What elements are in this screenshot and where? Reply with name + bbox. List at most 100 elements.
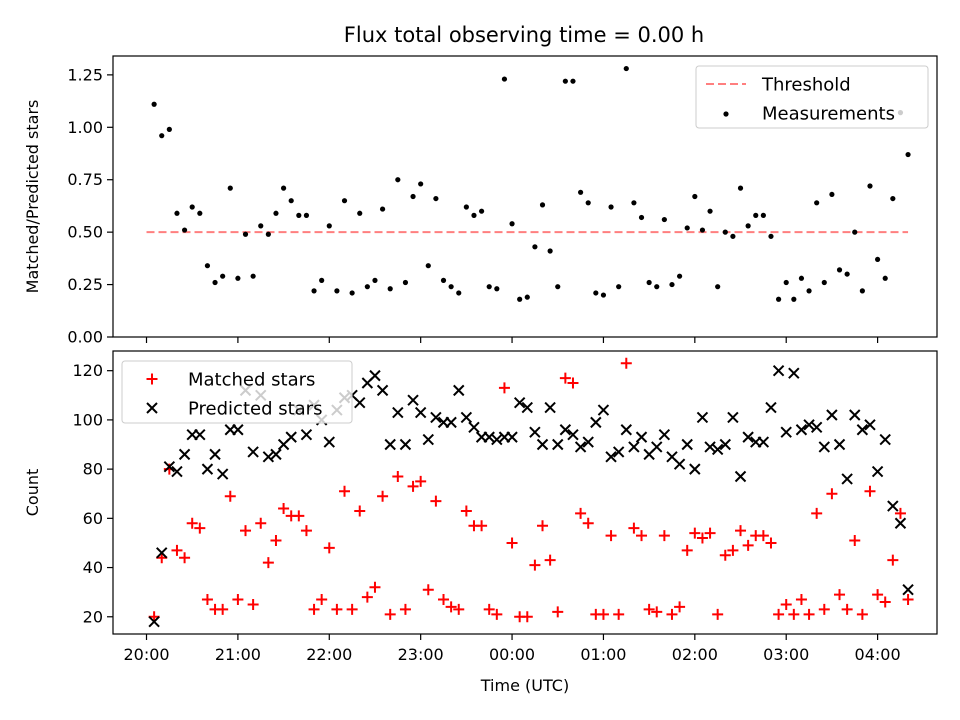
data-point: [674, 601, 686, 613]
data-point: [513, 396, 526, 409]
data-point: [303, 212, 310, 218]
data-point: [148, 615, 160, 628]
data-point: [803, 608, 815, 620]
data-point: [240, 525, 252, 537]
data-point: [220, 273, 226, 279]
data-point: [392, 471, 404, 483]
legend-box: [695, 65, 929, 129]
data-point: [727, 544, 739, 556]
data-point: [163, 460, 176, 473]
data-point: [849, 534, 861, 546]
data-point: [296, 212, 302, 218]
data-point: [517, 296, 523, 302]
data-point: [151, 101, 157, 107]
x-tick-label: 02:00: [672, 645, 718, 664]
data-point: [174, 210, 180, 216]
data-point: [433, 195, 439, 202]
data-point: [879, 433, 891, 446]
data-point: [201, 463, 214, 475]
legend: Matched stars Predicted stars: [121, 360, 353, 424]
data-point: [638, 214, 645, 221]
data-point: [760, 212, 766, 218]
data-point: [773, 608, 785, 620]
data-point: [422, 433, 434, 446]
data-point: [681, 438, 693, 451]
data-point: [620, 357, 632, 369]
data-point: [501, 76, 508, 82]
data-point: [316, 594, 328, 606]
data-point: [509, 221, 515, 227]
data-point: [836, 267, 843, 273]
data-point: [826, 409, 838, 421]
data-point: [872, 589, 884, 601]
data-point: [859, 288, 865, 294]
y-tick-label: 60: [83, 509, 103, 528]
data-point: [605, 451, 617, 463]
data-point: [567, 377, 579, 389]
figure-title: Flux total observing time = 0.00 h: [344, 23, 704, 47]
data-point: [273, 210, 279, 216]
data-point: [529, 559, 541, 571]
data-point: [440, 277, 447, 283]
legend-label: Threshold: [761, 75, 851, 96]
data-point: [788, 608, 800, 620]
data-point: [552, 606, 564, 618]
data-point: [765, 401, 777, 414]
legend: Threshold Measurements: [695, 65, 929, 129]
data-point: [506, 431, 518, 443]
y-tick-label: 1.00: [67, 118, 103, 137]
bottom-panel-counts: 20:00 21:00 22:00 23:00 00:00 01:00 02:00 03:00…: [23, 350, 938, 695]
data-point: [227, 185, 233, 191]
data-point: [658, 428, 671, 441]
data-point: [814, 200, 820, 206]
data-point: [414, 406, 427, 419]
data-point: [585, 200, 591, 206]
x-tick-label: 01:00: [580, 645, 626, 664]
data-point: [399, 603, 411, 615]
x-tick-label: 23:00: [398, 645, 444, 664]
data-point: [224, 490, 236, 502]
data-point: [453, 384, 465, 397]
data-point: [376, 384, 389, 397]
x-tick-label: 00:00: [489, 645, 535, 664]
data-point: [460, 505, 472, 517]
data-point: [346, 603, 358, 615]
data-point: [689, 527, 701, 539]
data-point: [201, 594, 213, 606]
data-point: [821, 279, 827, 286]
data-point: [864, 419, 876, 431]
data-point: [623, 65, 629, 72]
data-point: [673, 458, 686, 470]
y-tick-label: 0.25: [67, 275, 103, 294]
data-point: [425, 263, 431, 269]
data-point: [719, 549, 731, 561]
data-point: [894, 507, 906, 519]
data-point: [171, 465, 183, 478]
y-tick-label: 80: [83, 460, 103, 479]
data-point: [681, 544, 693, 556]
data-point: [559, 372, 571, 384]
data-point: [590, 416, 602, 429]
data-point: [552, 438, 564, 451]
data-point: [476, 520, 488, 532]
data-point: [166, 126, 172, 132]
data-point: [692, 193, 698, 200]
data-point: [780, 598, 792, 610]
data-point: [826, 488, 838, 500]
data-point: [575, 507, 587, 519]
data-point: [387, 286, 393, 292]
data-point: [795, 424, 808, 436]
data-point: [407, 394, 419, 406]
data-point: [735, 525, 747, 537]
data-point: [582, 517, 594, 529]
data-point: [894, 517, 907, 529]
data-point: [902, 594, 914, 606]
data-point: [582, 436, 594, 448]
data-point: [204, 263, 211, 269]
data-point: [186, 517, 198, 529]
data-point: [529, 426, 541, 438]
x-tick-label: 22:00: [306, 645, 352, 664]
data-point: [453, 603, 465, 615]
legend-label: Matched stars: [188, 370, 315, 391]
data-point: [780, 426, 792, 438]
